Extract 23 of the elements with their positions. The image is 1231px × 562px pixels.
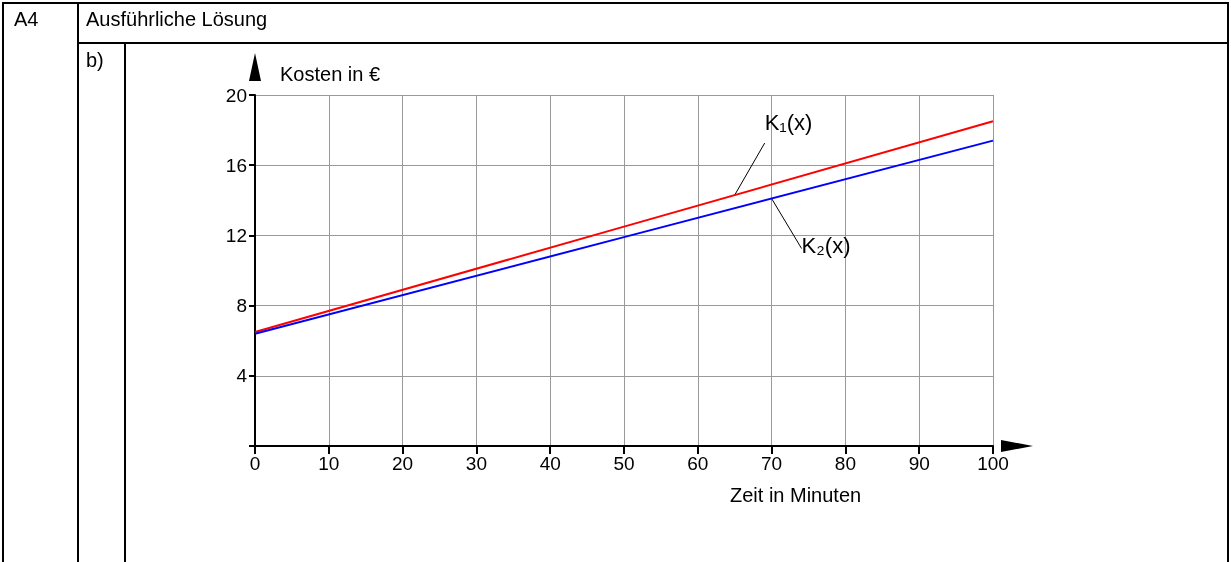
y-axis-title: Kosten in € [280, 63, 381, 85]
text: b) [86, 49, 104, 71]
series-label: K₂(x) [801, 233, 851, 259]
text: A4 [14, 8, 39, 30]
y-tick-label: 4 [236, 365, 248, 387]
x-tick-label: 50 [613, 453, 635, 474]
y-tick-label: 12 [225, 224, 247, 246]
series-label: K₁(x) [764, 109, 813, 135]
x-tick-label: 10 [318, 453, 340, 474]
x-tick-label: 90 [908, 453, 930, 474]
y-tick-label: 8 [236, 295, 247, 317]
x-tick-label: 100 [977, 453, 1009, 474]
y-tick-label: 16 [225, 154, 247, 176]
x-tick-label: 40 [539, 453, 561, 474]
x-tick-label: 60 [687, 453, 709, 474]
y-tick-label: 20 [225, 84, 247, 106]
chart-title: Ausführliche Lösung [86, 8, 268, 30]
x-tick-label: 70 [761, 453, 783, 474]
x-tick-label: 80 [834, 453, 856, 474]
x-tick-label: 30 [465, 453, 487, 474]
x-tick-label: 0 [249, 453, 261, 474]
x-tick-label: 20 [392, 453, 414, 474]
x-axis-title: Zeit in Minuten [730, 484, 862, 506]
